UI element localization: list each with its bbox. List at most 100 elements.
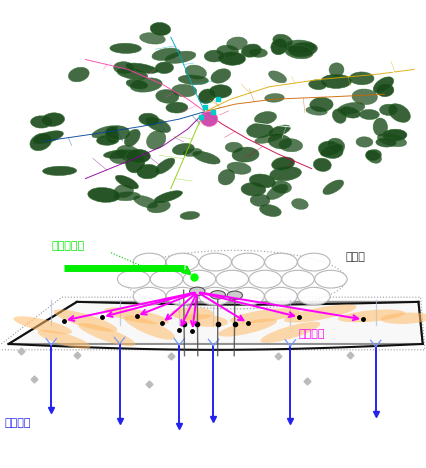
Ellipse shape xyxy=(229,308,299,323)
Ellipse shape xyxy=(137,164,159,179)
Ellipse shape xyxy=(270,38,287,55)
Ellipse shape xyxy=(138,113,158,125)
Ellipse shape xyxy=(155,89,178,103)
Circle shape xyxy=(133,253,165,271)
Ellipse shape xyxy=(105,126,118,144)
Ellipse shape xyxy=(171,84,196,97)
Ellipse shape xyxy=(269,167,301,181)
Circle shape xyxy=(314,270,346,288)
Ellipse shape xyxy=(210,69,230,83)
Ellipse shape xyxy=(227,162,250,174)
Ellipse shape xyxy=(249,174,275,188)
Ellipse shape xyxy=(291,198,308,209)
Ellipse shape xyxy=(155,158,174,174)
Ellipse shape xyxy=(309,97,332,112)
Circle shape xyxy=(210,291,225,299)
Ellipse shape xyxy=(308,80,325,89)
Ellipse shape xyxy=(198,89,215,103)
Ellipse shape xyxy=(387,104,409,122)
Ellipse shape xyxy=(96,135,119,145)
Ellipse shape xyxy=(116,146,140,161)
Ellipse shape xyxy=(166,102,187,113)
Ellipse shape xyxy=(322,180,343,195)
Text: 糸球体: 糸球体 xyxy=(345,252,365,262)
Ellipse shape xyxy=(103,150,137,158)
Ellipse shape xyxy=(185,65,206,79)
Ellipse shape xyxy=(92,126,118,138)
Circle shape xyxy=(199,287,231,305)
Ellipse shape xyxy=(133,196,157,208)
Ellipse shape xyxy=(226,37,247,50)
Ellipse shape xyxy=(271,181,291,193)
Ellipse shape xyxy=(328,63,343,77)
Ellipse shape xyxy=(218,319,276,336)
Circle shape xyxy=(216,270,248,288)
Ellipse shape xyxy=(246,123,272,138)
Ellipse shape xyxy=(109,43,141,53)
Circle shape xyxy=(264,287,296,305)
Ellipse shape xyxy=(130,78,162,92)
Circle shape xyxy=(248,270,281,288)
Ellipse shape xyxy=(170,307,213,320)
Ellipse shape xyxy=(241,183,265,196)
Circle shape xyxy=(199,253,231,271)
Ellipse shape xyxy=(33,131,63,144)
Ellipse shape xyxy=(326,138,344,153)
Ellipse shape xyxy=(109,150,133,164)
Ellipse shape xyxy=(41,113,64,126)
Ellipse shape xyxy=(248,48,267,57)
Circle shape xyxy=(264,253,296,271)
Ellipse shape xyxy=(145,117,170,132)
Ellipse shape xyxy=(377,134,406,146)
Ellipse shape xyxy=(339,107,359,118)
Ellipse shape xyxy=(113,62,134,74)
Ellipse shape xyxy=(204,50,224,62)
Ellipse shape xyxy=(241,44,261,57)
Ellipse shape xyxy=(372,77,393,93)
Ellipse shape xyxy=(331,109,345,123)
Ellipse shape xyxy=(147,200,170,213)
Ellipse shape xyxy=(181,314,227,327)
Ellipse shape xyxy=(318,141,343,159)
Ellipse shape xyxy=(114,192,140,201)
Ellipse shape xyxy=(375,138,395,147)
Ellipse shape xyxy=(78,323,135,346)
Ellipse shape xyxy=(104,307,169,324)
Ellipse shape xyxy=(146,131,165,149)
Circle shape xyxy=(183,270,215,288)
Ellipse shape xyxy=(53,309,117,332)
Ellipse shape xyxy=(126,79,148,89)
Ellipse shape xyxy=(124,129,140,146)
Ellipse shape xyxy=(126,63,158,73)
Ellipse shape xyxy=(114,184,133,198)
Ellipse shape xyxy=(208,85,231,98)
Ellipse shape xyxy=(43,166,76,176)
Ellipse shape xyxy=(218,52,245,65)
Ellipse shape xyxy=(372,118,387,136)
Ellipse shape xyxy=(254,111,276,124)
Ellipse shape xyxy=(283,305,356,322)
Ellipse shape xyxy=(379,104,396,116)
Ellipse shape xyxy=(288,42,317,57)
Ellipse shape xyxy=(254,133,282,143)
Ellipse shape xyxy=(351,89,377,105)
Ellipse shape xyxy=(337,102,364,114)
Ellipse shape xyxy=(117,68,147,80)
Ellipse shape xyxy=(376,84,393,97)
Circle shape xyxy=(166,287,198,305)
Ellipse shape xyxy=(68,67,89,82)
Ellipse shape xyxy=(31,116,52,128)
Ellipse shape xyxy=(37,330,90,349)
Ellipse shape xyxy=(260,322,320,343)
Ellipse shape xyxy=(172,143,194,155)
Ellipse shape xyxy=(264,94,284,102)
Ellipse shape xyxy=(259,205,281,217)
Ellipse shape xyxy=(139,33,165,44)
Ellipse shape xyxy=(193,151,219,164)
Ellipse shape xyxy=(154,190,182,203)
Ellipse shape xyxy=(337,309,404,322)
Polygon shape xyxy=(9,302,422,344)
Ellipse shape xyxy=(115,175,138,189)
Ellipse shape xyxy=(284,45,312,59)
Ellipse shape xyxy=(320,74,351,88)
